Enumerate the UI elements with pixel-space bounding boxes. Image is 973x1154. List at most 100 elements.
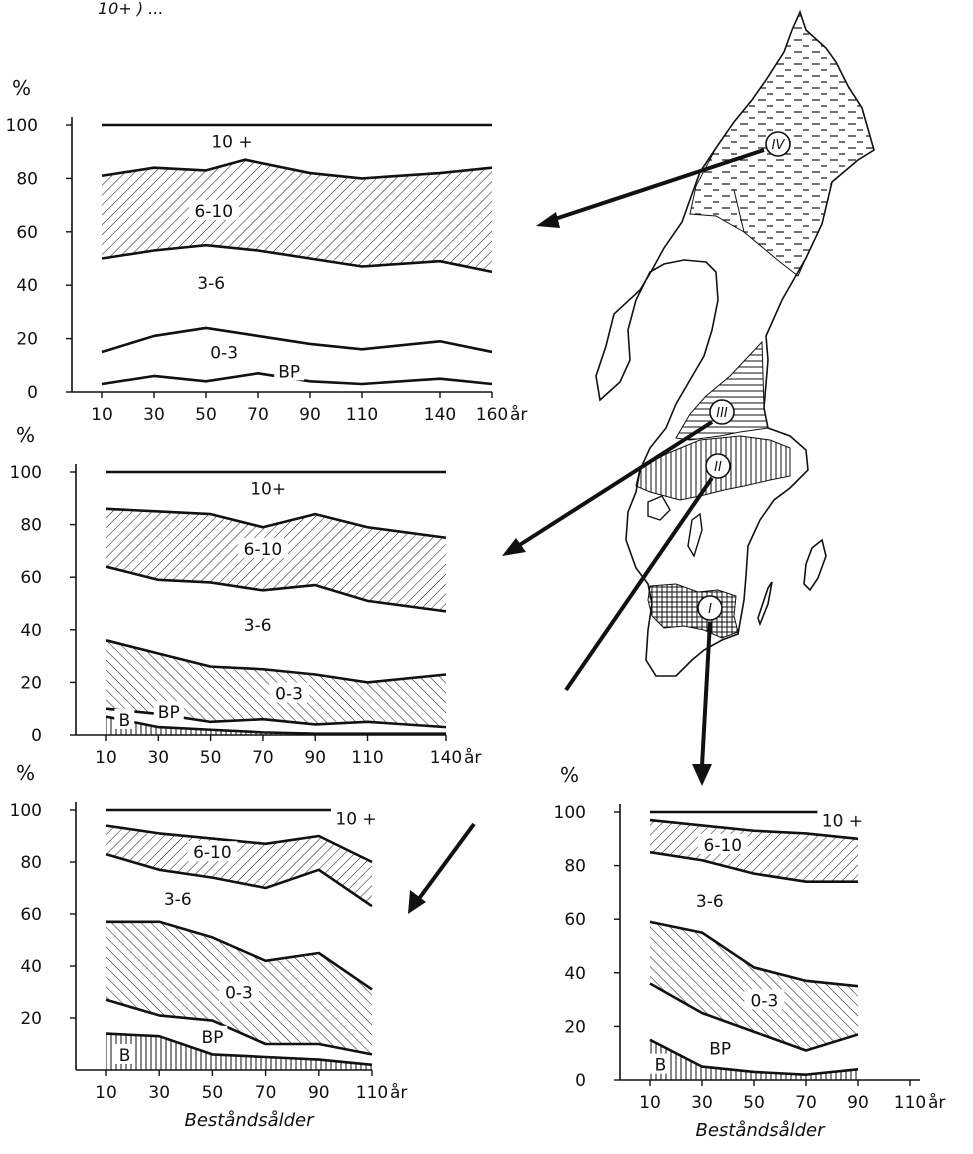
band-B [650,1039,858,1080]
lake-vanern [647,495,671,521]
x-tick-label: 70 [255,1083,277,1103]
x-tick-label: 30 [691,1093,713,1113]
y-tick-label: 80 [564,857,586,877]
band-label: 0-3 [225,984,253,1004]
band-label: 6-10 [704,836,743,856]
y-tick-label: 100 [10,463,42,483]
region-label: II [714,460,722,475]
boundary-3-6-6-10 [105,852,373,908]
y-tick-label: 80 [16,169,38,189]
x-axis-label: Beståndsålder [184,1110,315,1131]
band-label-bg [207,130,257,151]
boundary-B-BP [649,1038,859,1076]
header-fragment: 10+ ) ... [98,0,163,18]
band-label: 6-10 [193,843,232,863]
x-tick-label: 90 [847,1093,869,1113]
band-label-bg [269,682,310,703]
y-tick-label: 20 [20,673,42,693]
x-tick-label: 110 [346,405,378,425]
band-label: 3-6 [164,890,192,910]
chart-region-II: 20 40 60 80 100% 10 30 50 70 90 110 år Beståndsålder… [10,761,408,1131]
band-label: 3-6 [197,274,225,294]
arrow-IV [536,148,765,228]
y-tick-label: 40 [564,964,586,984]
band-label: 6-10 [195,202,234,222]
region-marker-III: III [709,399,735,425]
x-tick-label: 70 [795,1093,817,1113]
y-tick-label: 100 [10,801,42,821]
x-tick-label: 110 [894,1093,926,1113]
band-label-bg [817,809,868,830]
boundary-0-3-3-6 [649,920,859,988]
island-oland [757,581,773,627]
boundary-BP-0-3 [649,982,859,1052]
x-tick-label: 160 [476,405,508,425]
boundary-B-BP [105,1032,373,1067]
boundary-0-3-3-6 [105,639,447,684]
x-tick-label: 90 [308,1083,330,1103]
band-label-bg [248,477,289,498]
y-tick-label: 80 [20,516,42,536]
x-tick-label: 10 [91,405,113,425]
band-label-bg [114,1044,135,1064]
boundary-BP-0-3 [105,998,373,1056]
band-label-bg [650,1053,671,1074]
arrow-II-lower [408,822,476,914]
sweden-map: IV III II I [595,9,875,677]
band-label-bg [191,272,232,293]
boundary-3-6-6-10 [649,850,858,883]
x-axis-label: Beståndsålder [695,1120,826,1141]
y-tick-label: 40 [20,621,42,641]
band-label: B [119,1046,131,1066]
lake-vattern [687,512,703,558]
x-tick-label: 110 [356,1083,388,1103]
y-tick-label: 0 [27,383,38,403]
y-tick-label: 20 [16,330,38,350]
band-label: 10 + [211,133,252,153]
boundary-6-10-10+ [105,824,373,864]
boundary-0-3-3-6 [106,920,373,991]
y-tick-label: 60 [16,223,38,243]
band-label: B [118,711,130,731]
region-marker-IV: IV [765,131,791,157]
band-B [106,1033,372,1070]
x-tick-label: 140 [424,405,456,425]
band-label: 10 + [335,809,376,829]
x-tick-label: 30 [148,1083,170,1103]
chart-region-I: 0 20 40 60 80 100% 10 30 50 70 90 110 år Beståndsålde… [554,763,946,1141]
boundary-3-6-6-10 [105,565,447,613]
band-label: BP [158,703,180,723]
y-tick-label: 80 [20,853,42,873]
region-label: IV [772,138,786,153]
x-tick-label: 50 [200,748,222,768]
x-tick-label: 30 [147,748,169,768]
x-tick-label: 50 [743,1093,765,1113]
x-tick-label: 140 [430,748,462,768]
band-label-bg [187,841,238,862]
band-label: B [655,1056,667,1076]
band-B [106,716,446,735]
x-axis-unit: år [390,1082,407,1103]
band-label-bg [157,888,198,908]
y-axis-label: % [560,763,579,787]
band-label-bg [697,833,748,854]
region-label: I [708,602,712,617]
boundary-B-BP [105,715,446,735]
x-tick-label: 70 [252,748,274,768]
band-6-10 [106,508,446,612]
band-label-bg [744,989,785,1010]
arrow-II-upper [564,476,714,692]
band-6-10 [106,825,372,907]
band-label-bg [331,807,382,828]
band-label: 0-3 [210,344,238,364]
x-axis-unit: år [510,404,527,425]
sweden-outline [595,9,875,677]
x-tick-label: 10 [639,1093,661,1113]
y-tick-label: 60 [20,905,42,925]
x-tick-label: 90 [299,405,321,425]
region-marker-II: II [705,453,731,479]
arrow-I [692,621,712,786]
band-label: BP [709,1040,731,1060]
band-label-bg [204,341,245,362]
